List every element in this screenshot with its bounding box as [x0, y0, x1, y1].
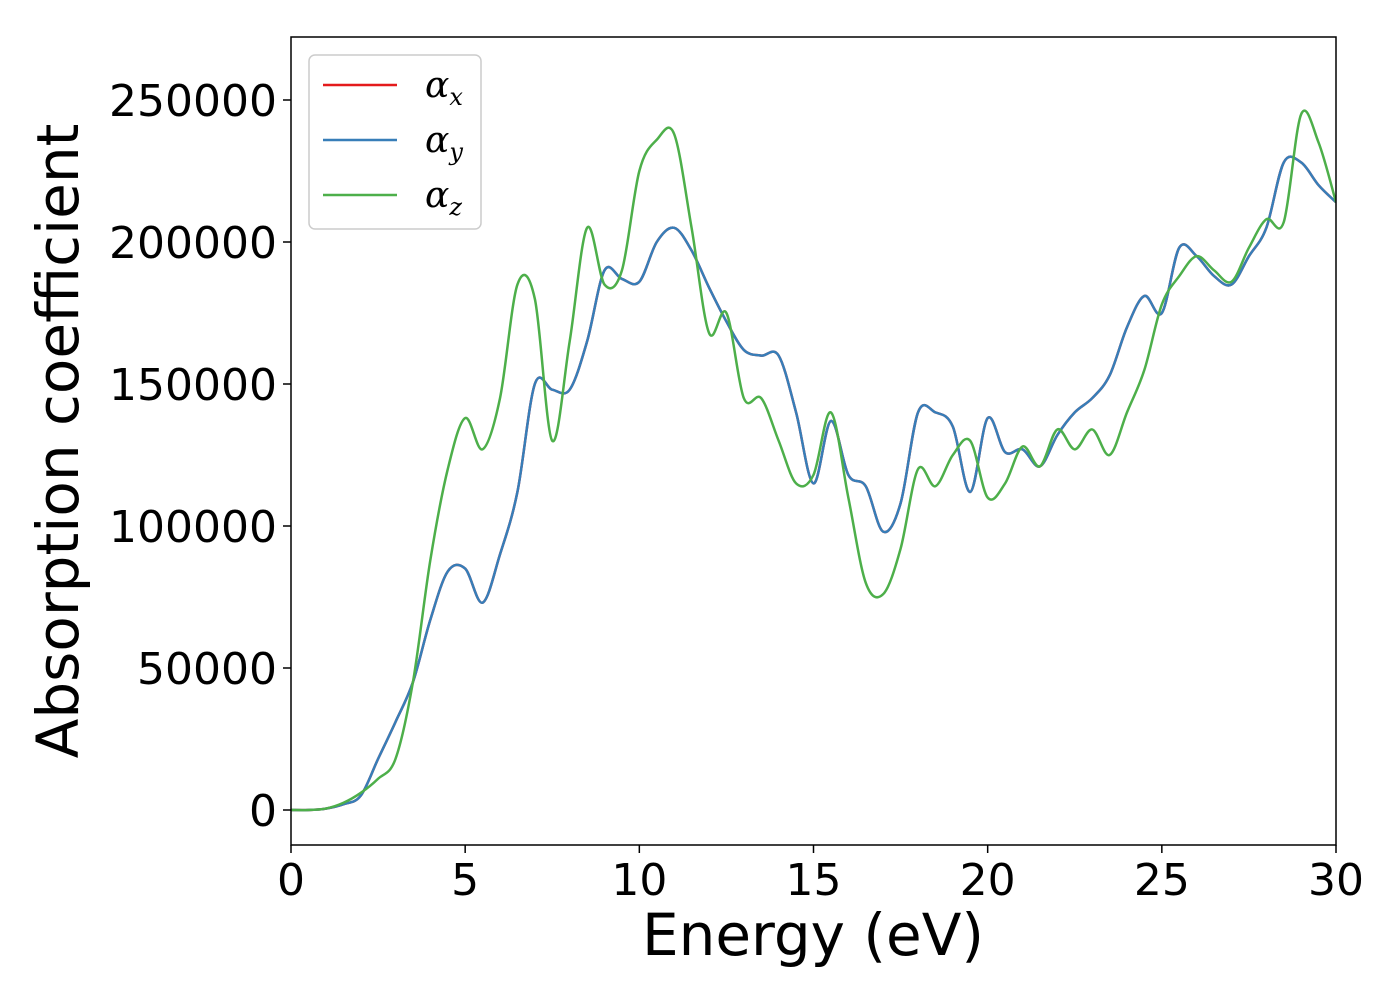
series-line	[291, 109, 1336, 812]
x-tick-label: 25	[1134, 855, 1190, 906]
legend-label: αz	[425, 175, 462, 221]
x-tick-label: 5	[451, 855, 479, 906]
x-tick-label: 30	[1308, 855, 1364, 906]
x-tick-label: 10	[611, 855, 667, 906]
legend-label: αx	[425, 65, 463, 111]
x-tick-label: 0	[277, 855, 305, 906]
y-tick-label: 200000	[109, 218, 277, 269]
y-tick-label: 50000	[137, 644, 277, 695]
y-tick-label: 150000	[109, 360, 277, 411]
y-tick-label: 0	[249, 786, 277, 837]
legend-box	[308, 54, 482, 230]
x-tick-label: 20	[960, 855, 1016, 906]
plot-frame	[290, 36, 1337, 846]
x-axis-label: Energy (eV)	[642, 901, 984, 969]
y-axis-label: Absorption coefficient	[24, 124, 92, 759]
y-tick-label: 100000	[109, 502, 277, 553]
series-line	[291, 155, 1336, 812]
legend-label: αy	[425, 120, 463, 166]
x-tick-label: 15	[786, 855, 842, 906]
y-tick-label: 250000	[109, 76, 277, 127]
